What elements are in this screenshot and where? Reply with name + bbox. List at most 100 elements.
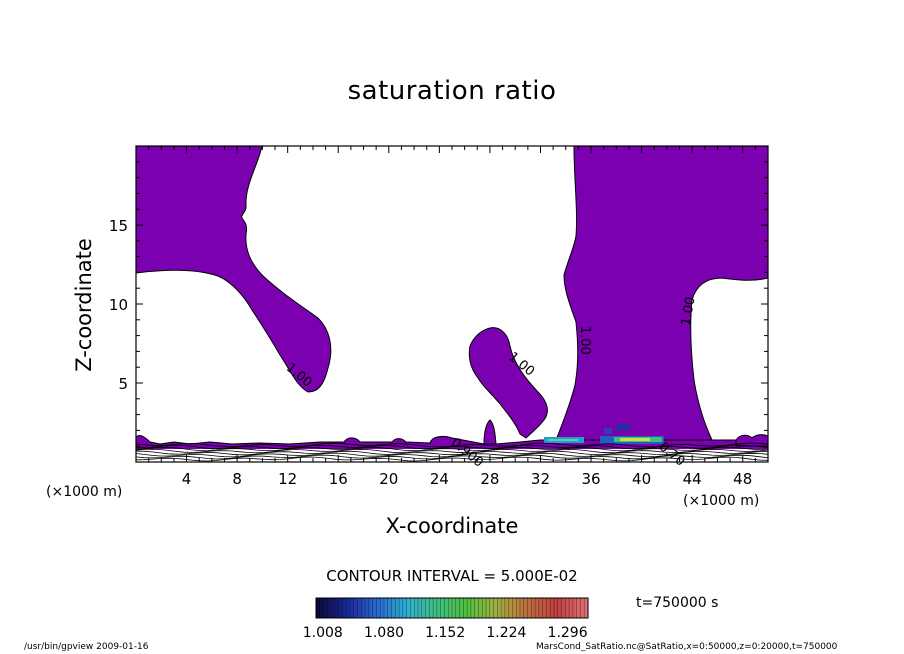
colorbar-cell <box>467 598 472 618</box>
time-label: t=750000 s <box>636 595 719 611</box>
colorbar-cell <box>557 598 562 618</box>
colorbar-cell <box>508 598 513 618</box>
colorbar-cell <box>414 598 419 618</box>
colorbar-cell <box>353 598 358 618</box>
colorbar-cell <box>410 598 415 618</box>
x-tick-label: 8 <box>232 470 242 488</box>
colorbar-cell <box>523 598 528 618</box>
colorbar-cell <box>535 598 540 618</box>
colorbar-cell <box>512 598 517 618</box>
contour-line <box>136 450 768 456</box>
colorbar-cell <box>554 598 559 618</box>
x-unit-label-left: (×1000 m) <box>46 484 123 500</box>
colorbar-cell <box>342 598 347 618</box>
supersaturated-region <box>468 327 548 439</box>
colorbar-cell <box>365 598 370 618</box>
colorbar-cell <box>459 598 464 618</box>
hotspot-band <box>548 439 578 441</box>
colorbar: 1.008 1.080 1.152 1.224 1.296 <box>303 597 589 641</box>
supersaturated-region <box>136 146 332 393</box>
colorbar-cell <box>546 598 551 618</box>
x-tick-label: 48 <box>733 470 752 488</box>
colorbar-cell <box>380 598 385 618</box>
x-tick-label: 20 <box>379 470 398 488</box>
colorbar-tick-label: 1.296 <box>548 625 588 641</box>
contour-line <box>136 448 768 454</box>
x-tick-label: 16 <box>329 470 348 488</box>
x-tick-label: 12 <box>278 470 297 488</box>
colorbar-cell <box>569 598 574 618</box>
colorbar-cell <box>493 598 498 618</box>
colorbar-cell <box>399 598 404 618</box>
colorbar-cell <box>331 598 336 618</box>
contour-line <box>136 452 768 458</box>
colorbar-cell <box>504 598 509 618</box>
colorbar-cell <box>542 598 547 618</box>
colorbar-cell <box>565 598 570 618</box>
colorbar-cell <box>429 598 434 618</box>
colorbar-cell <box>474 598 479 618</box>
colorbar-cell <box>520 598 525 618</box>
colorbar-tick-label: 1.152 <box>425 625 465 641</box>
colorbar-cell <box>357 598 362 618</box>
colorbar-cell <box>444 598 449 618</box>
colorbar-cell <box>448 598 453 618</box>
footer-command: /usr/bin/gpview 2009-01-16 <box>24 642 149 652</box>
x-tick-label: 28 <box>480 470 499 488</box>
colorbar-cell <box>395 598 400 618</box>
x-tick-label: 36 <box>581 470 600 488</box>
colorbar-cell <box>406 598 411 618</box>
colorbar-tick-label: 1.224 <box>486 625 526 641</box>
colorbar-cell <box>334 598 339 618</box>
colorbar-cell <box>516 598 521 618</box>
colorbar-cell <box>584 598 589 618</box>
x-axis-label: X-coordinate <box>385 514 519 538</box>
contour-fill-layer <box>136 146 768 462</box>
colorbar-cell <box>391 598 396 618</box>
colorbar-cell <box>482 598 487 618</box>
hotspot-band <box>604 428 612 434</box>
colorbar-cell <box>527 598 532 618</box>
colorbar-cell <box>478 598 483 618</box>
supersaturated-region <box>735 434 768 447</box>
supersaturated-region <box>555 146 768 441</box>
x-tick-label: 44 <box>683 470 702 488</box>
colorbar-cell <box>455 598 460 618</box>
x-tick-label: 32 <box>531 470 550 488</box>
colorbar-cell <box>470 598 475 618</box>
contour-line <box>136 454 768 460</box>
x-tick-label: 40 <box>632 470 651 488</box>
colorbar-cell <box>531 598 536 618</box>
colorbar-cell <box>376 598 381 618</box>
hotspot-band <box>616 424 630 430</box>
x-unit-label-right: (×1000 m) <box>683 493 760 509</box>
contour-line <box>136 444 768 450</box>
y-tick-label: 15 <box>109 217 128 235</box>
colorbar-cell <box>368 598 373 618</box>
colorbar-cell <box>319 598 324 618</box>
colorbar-cell <box>361 598 366 618</box>
contour-line <box>136 446 768 452</box>
colorbar-cell <box>580 598 585 618</box>
hotspot-band <box>620 438 650 441</box>
colorbar-cell <box>436 598 441 618</box>
colorbar-cell <box>346 598 351 618</box>
colorbar-cell <box>338 598 343 618</box>
colorbar-cell <box>440 598 445 618</box>
colorbar-frame <box>315 597 589 619</box>
contour-label: 1.00 <box>679 296 699 327</box>
y-tick-label: 10 <box>109 296 128 314</box>
colorbar-cell <box>425 598 430 618</box>
x-tick-label: 24 <box>430 470 449 488</box>
colorbar-cell <box>387 598 392 618</box>
colorbar-cell <box>418 598 423 618</box>
contour-lines <box>136 442 768 462</box>
colorbar-cell <box>550 598 555 618</box>
colorbar-cell <box>372 598 377 618</box>
footer-dataset: MarsCond_SatRatio.nc@SatRatio,x=0:50000,… <box>536 642 838 652</box>
contour-interval-label: CONTOUR INTERVAL = 5.000E-02 <box>326 567 578 585</box>
colorbar-cell <box>501 598 506 618</box>
colorbar-cell <box>384 598 389 618</box>
colorbar-tick-label: 1.008 <box>303 625 343 641</box>
